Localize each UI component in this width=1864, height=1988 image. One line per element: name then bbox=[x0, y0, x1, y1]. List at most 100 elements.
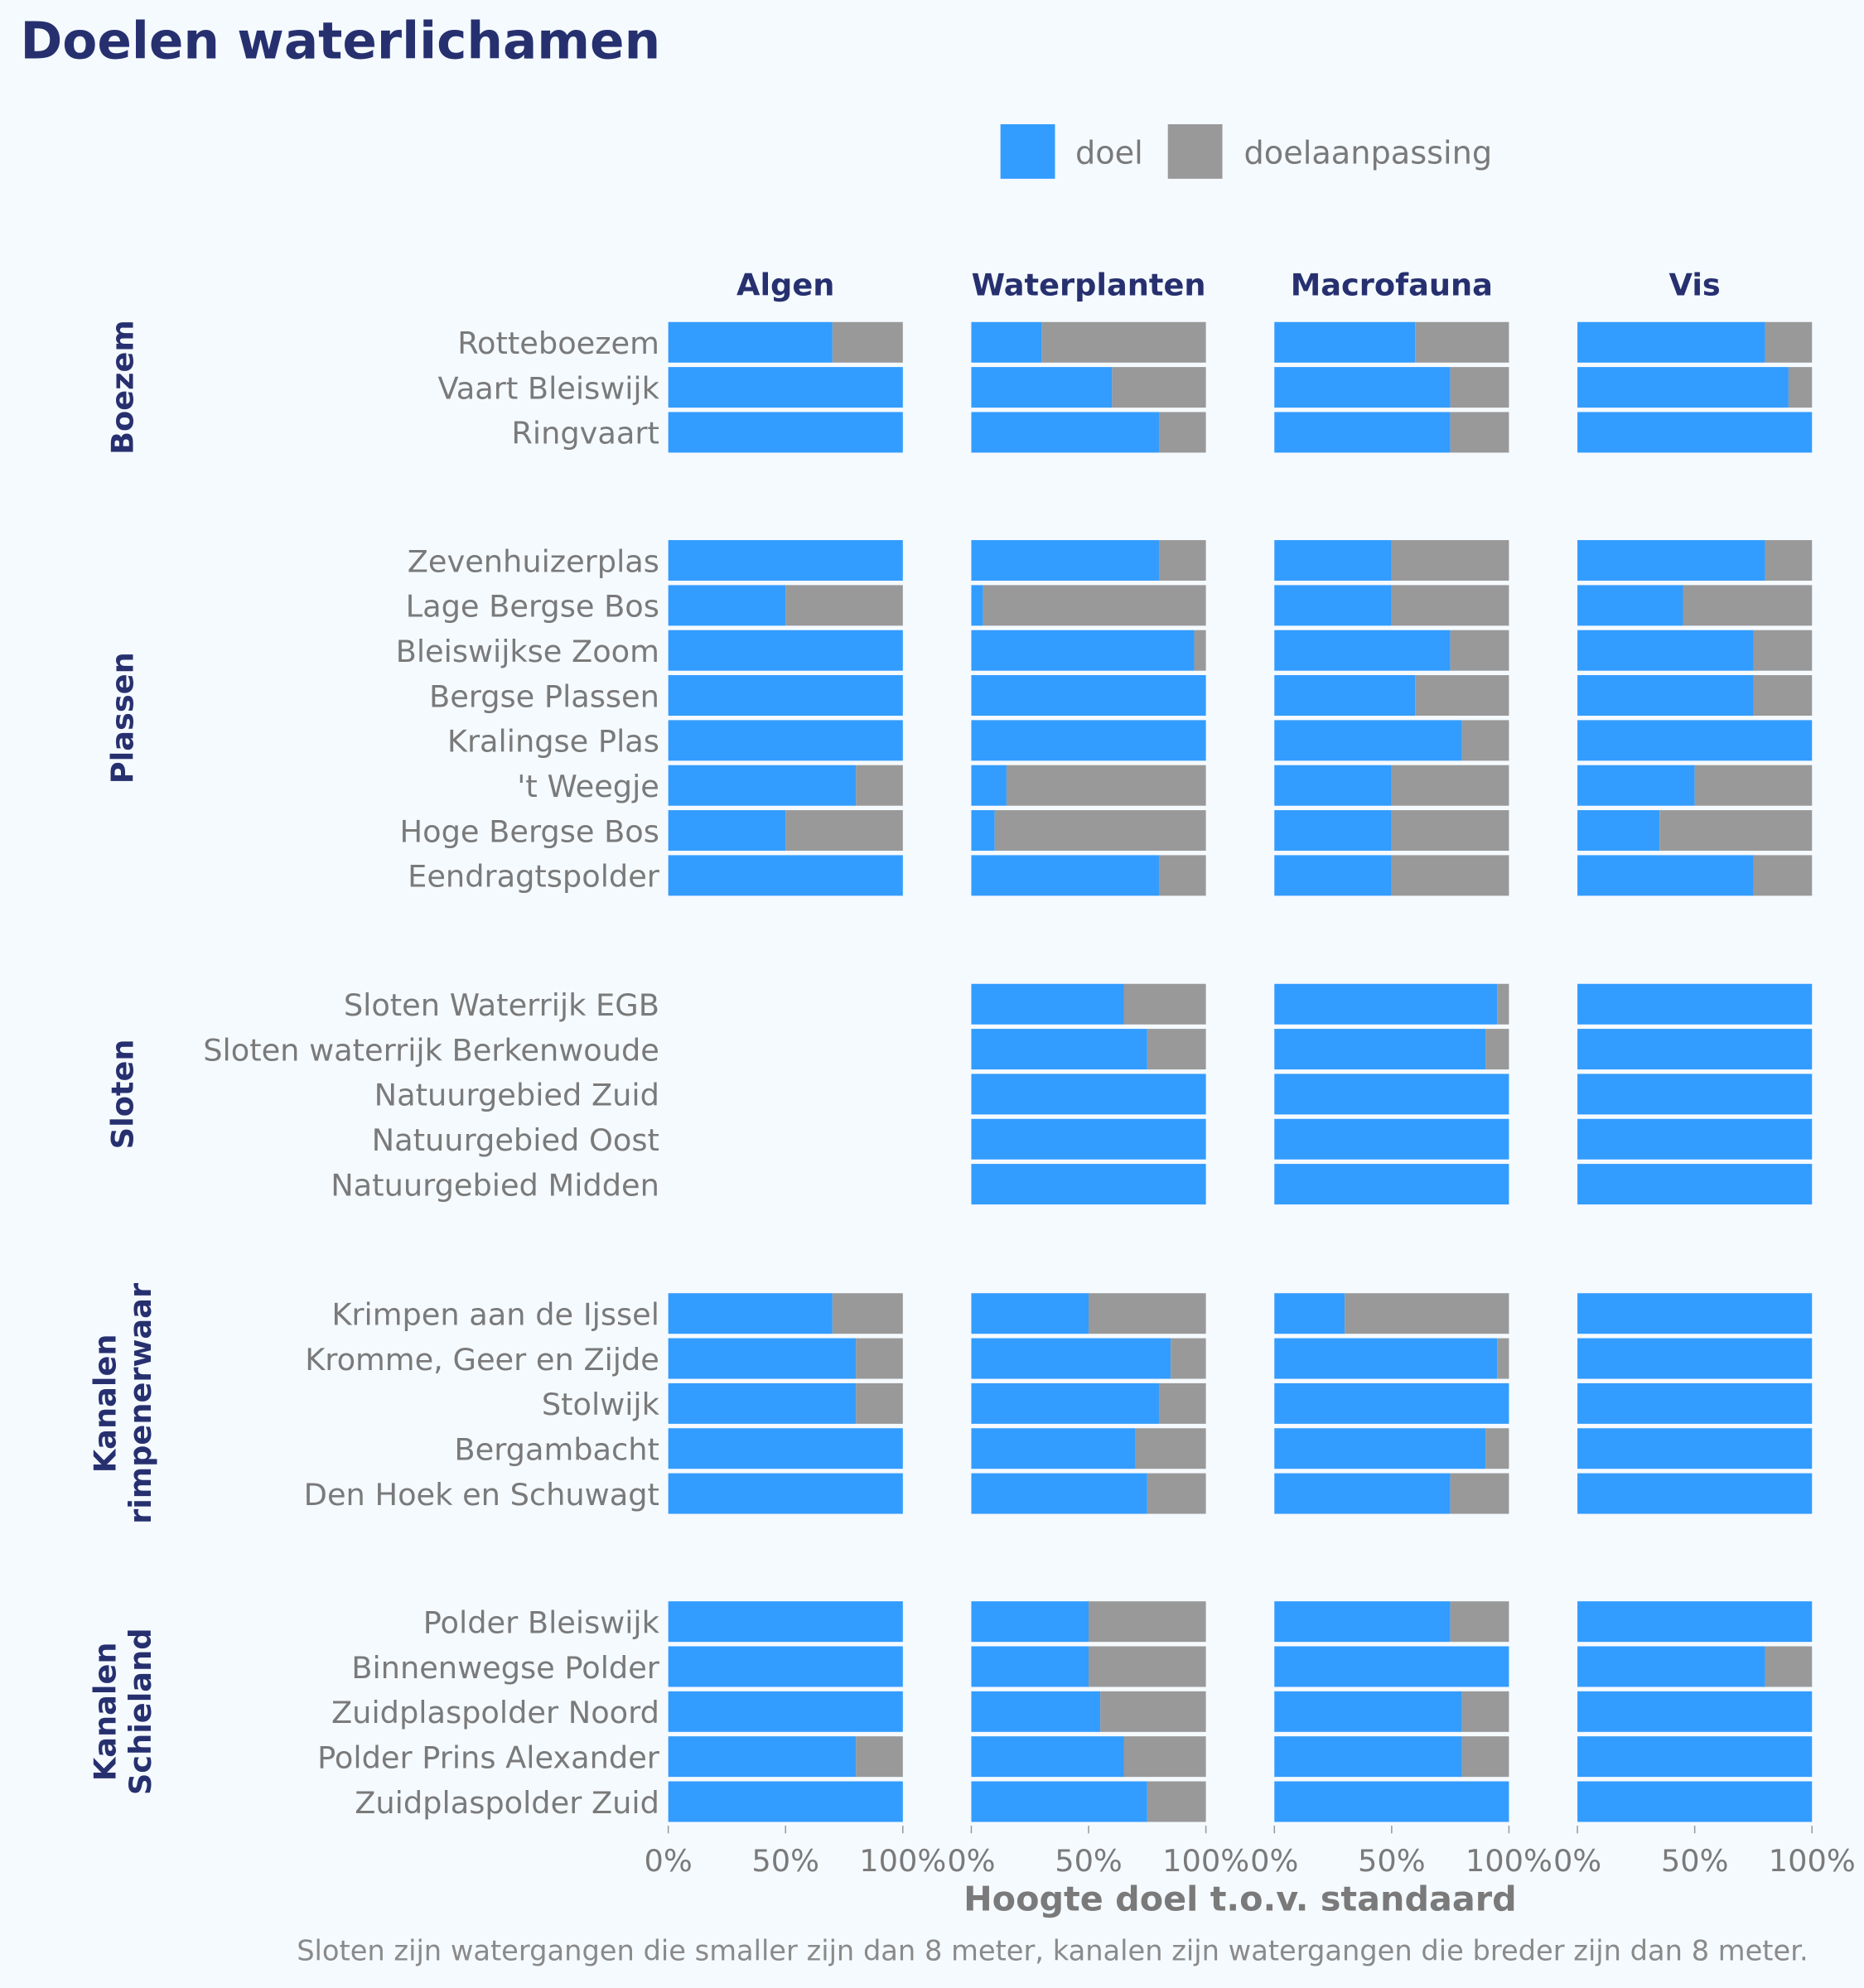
bar-doel bbox=[668, 1736, 857, 1778]
bar-doelaanpassing bbox=[1683, 585, 1813, 626]
bar-doel bbox=[971, 1382, 1159, 1424]
bar-doel bbox=[971, 1338, 1171, 1379]
bar-doel bbox=[668, 540, 903, 581]
bar-doelaanpassing bbox=[1041, 321, 1206, 363]
bar-doelaanpassing bbox=[1497, 1338, 1509, 1379]
bar-doelaanpassing bbox=[1171, 1338, 1206, 1379]
bar-doel bbox=[1577, 630, 1754, 671]
bar-doel bbox=[1274, 1293, 1345, 1334]
bar-doel bbox=[1274, 630, 1451, 671]
bar-doel bbox=[1577, 720, 1813, 761]
bar-doel bbox=[1577, 1293, 1813, 1334]
bar-doelaanpassing bbox=[1461, 720, 1509, 761]
bar-doelaanpassing bbox=[994, 810, 1206, 852]
bar-doel bbox=[1577, 1164, 1813, 1205]
row-label: 't Weegje bbox=[517, 769, 659, 804]
bar-doel bbox=[1577, 412, 1813, 453]
bar-doel bbox=[971, 321, 1042, 363]
bar-doel bbox=[1577, 1382, 1813, 1424]
bar-doel bbox=[971, 585, 983, 626]
bar-doel bbox=[668, 367, 903, 408]
bar-doelaanpassing bbox=[1497, 983, 1509, 1025]
legend: doel doelaanpassing bbox=[1000, 124, 1492, 179]
bar-doel bbox=[1577, 1646, 1765, 1687]
bar-doelaanpassing bbox=[832, 321, 903, 363]
bar-doel bbox=[1274, 1691, 1462, 1732]
bar-doelaanpassing bbox=[1753, 675, 1813, 717]
bar-doelaanpassing bbox=[1659, 810, 1813, 852]
row-label: Den Hoek en Schuwagt bbox=[304, 1477, 659, 1513]
x-tick-label: 50% bbox=[1661, 1843, 1729, 1879]
bar-doel bbox=[971, 810, 995, 852]
bar-doelaanpassing bbox=[983, 585, 1206, 626]
bar-doel bbox=[1577, 1691, 1813, 1732]
bar-doelaanpassing bbox=[1765, 1646, 1813, 1687]
bar-doel bbox=[1274, 1428, 1486, 1469]
bar-doel bbox=[971, 1473, 1147, 1514]
bar-doel bbox=[1577, 1473, 1813, 1514]
bar-doelaanpassing bbox=[1147, 1029, 1206, 1070]
bar-doel bbox=[971, 1781, 1147, 1822]
caption: Sloten zijn watergangen die smaller zijn… bbox=[297, 1934, 1808, 1966]
x-axis-label: Hoogte doel t.o.v. standaard bbox=[963, 1879, 1517, 1919]
bar-doel bbox=[1274, 1646, 1509, 1687]
bar-doel bbox=[1274, 1473, 1451, 1514]
bar-doel bbox=[1274, 1074, 1509, 1115]
legend-swatch-doelaanpassing bbox=[1167, 124, 1223, 179]
bar-doel bbox=[1577, 1118, 1813, 1160]
x-tick-label: 0% bbox=[947, 1843, 995, 1879]
bar-doelaanpassing bbox=[1391, 810, 1509, 852]
bar-doel bbox=[668, 810, 786, 852]
bar-doelaanpassing bbox=[1158, 412, 1206, 453]
bar-doelaanpassing bbox=[856, 1736, 903, 1778]
bar-doel bbox=[1577, 1029, 1813, 1070]
row-label: Sloten Waterrijk EGB bbox=[344, 987, 659, 1023]
bar-doelaanpassing bbox=[1112, 367, 1206, 408]
bar-doel bbox=[668, 412, 903, 453]
bar-doel bbox=[1577, 855, 1754, 896]
bar-doel bbox=[971, 1646, 1089, 1687]
bar-doel bbox=[668, 321, 833, 363]
bar-doel bbox=[971, 1074, 1206, 1115]
bar-doel bbox=[1577, 1781, 1813, 1822]
row-label: Polder Prins Alexander bbox=[317, 1740, 660, 1775]
bar-doelaanpassing bbox=[1006, 765, 1206, 806]
bar-doel bbox=[971, 1164, 1206, 1205]
group-label: Sloten bbox=[105, 1039, 141, 1149]
x-tick-label: 100% bbox=[1162, 1843, 1249, 1879]
facet-title: Algen bbox=[736, 268, 834, 303]
x-tick-label: 50% bbox=[1358, 1843, 1426, 1879]
bar-doel bbox=[1274, 1781, 1509, 1822]
row-label: Ringvaart bbox=[511, 416, 659, 451]
bar-doel bbox=[971, 675, 1206, 717]
bar-doel bbox=[1577, 1601, 1813, 1643]
bar-doel bbox=[1274, 1601, 1451, 1643]
bar-doel bbox=[668, 765, 857, 806]
bar-doel bbox=[971, 1118, 1206, 1160]
bar-doelaanpassing bbox=[1485, 1428, 1509, 1469]
bar-doelaanpassing bbox=[1461, 1736, 1509, 1778]
row-label: Natuurgebied Midden bbox=[331, 1167, 659, 1203]
bar-doel bbox=[1577, 765, 1695, 806]
row-label: Stolwijk bbox=[542, 1387, 660, 1422]
bar-doel bbox=[1577, 983, 1813, 1025]
bar-doel bbox=[1274, 855, 1392, 896]
bar-doel bbox=[1577, 540, 1765, 581]
row-label: Kromme, Geer en Zijde bbox=[305, 1342, 659, 1378]
bar-doel bbox=[971, 1736, 1124, 1778]
row-label: Natuurgebied Zuid bbox=[374, 1078, 659, 1113]
bar-doel bbox=[1577, 1074, 1813, 1115]
bar-doel bbox=[1274, 1029, 1486, 1070]
row-label: Zevenhuizerplas bbox=[408, 543, 659, 579]
bar-doel bbox=[668, 1338, 857, 1379]
bar-doel bbox=[1274, 1338, 1498, 1379]
bar-doel bbox=[668, 720, 903, 761]
bar-doel bbox=[668, 675, 903, 717]
x-tick-label: 0% bbox=[644, 1843, 692, 1879]
row-label: Rotteboezem bbox=[457, 326, 659, 361]
x-tick-label: 100% bbox=[859, 1843, 946, 1879]
x-tick-label: 100% bbox=[1769, 1843, 1856, 1879]
bar-doelaanpassing bbox=[1694, 765, 1813, 806]
bar-doel bbox=[668, 1691, 903, 1732]
